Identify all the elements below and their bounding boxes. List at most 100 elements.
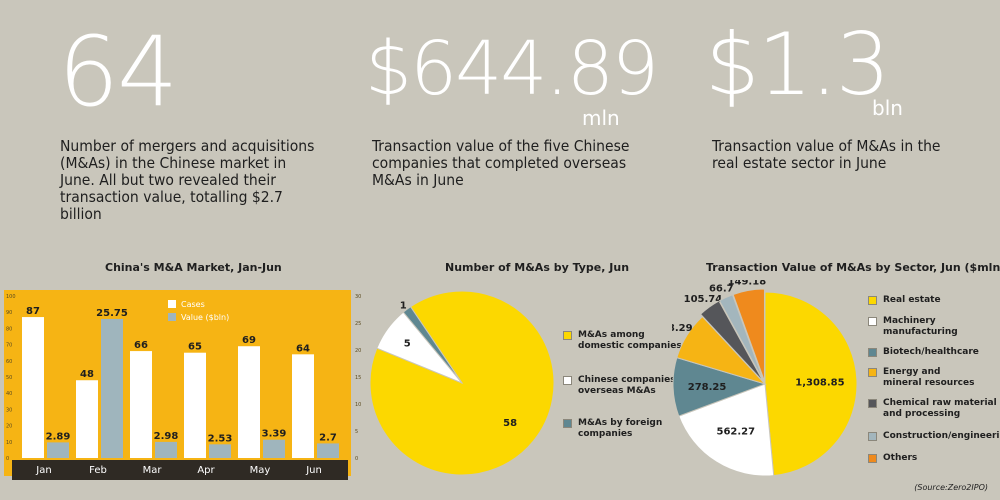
y-tick-left: 40 bbox=[6, 391, 12, 397]
pie-slice-label: 278.25 bbox=[688, 382, 727, 393]
stat-1-description: Number of mergers and acquisitions (M&As… bbox=[60, 138, 360, 223]
sector-pie-legend: Real estate Machinery manufacturing Biot… bbox=[868, 295, 1000, 470]
pie-slice-label: 1 bbox=[400, 301, 407, 312]
bar-label-cases: 64 bbox=[296, 343, 310, 354]
pie-slice-label: 1,308.85 bbox=[795, 377, 844, 388]
sector-pie-title: Transaction Value of M&As by Sector, Jun… bbox=[706, 261, 1000, 274]
legend-swatch-foreign bbox=[563, 419, 572, 428]
type-pie-legend: M&As among domestic companies Chinese co… bbox=[563, 330, 703, 450]
legend-label-chemical: Chemical raw material and processing bbox=[883, 398, 997, 420]
stat-1-description-line: transaction value, totalling $2.7 bbox=[60, 188, 283, 206]
type-pie-chart: 58 5 1 bbox=[369, 290, 555, 476]
stat-2-value: $644.89 bbox=[365, 26, 659, 112]
bar-chart-title: China's M&A Market, Jan-Jun bbox=[105, 261, 282, 274]
pie-slice-label: 149.18 bbox=[728, 280, 767, 288]
bar-cases bbox=[76, 380, 98, 458]
bar-label-cases: 87 bbox=[26, 306, 40, 317]
legend-label-value: Value ($bln) bbox=[181, 313, 229, 322]
bar-label-cases: 65 bbox=[188, 342, 202, 353]
stat-2-unit: mln bbox=[582, 106, 620, 130]
legend-label-real-estate: Real estate bbox=[883, 295, 941, 306]
legend-line: Chinese companies' bbox=[578, 375, 679, 385]
y-tick-left: 20 bbox=[6, 424, 12, 430]
bar-value bbox=[47, 442, 69, 458]
legend-label-construction: Construction/engineering bbox=[883, 431, 1000, 442]
pie-slice-label: 105.74 bbox=[684, 294, 723, 305]
legend-label-energy: Energy and mineral resources bbox=[883, 367, 974, 389]
x-category-label: Mar bbox=[143, 465, 163, 476]
stat-1-value: 64 bbox=[58, 16, 178, 128]
legend-swatch-cases bbox=[168, 300, 176, 308]
bar-chart: 0 10 20 30 40 50 60 70 80 90 100 0 5 10 15 20 25 30 87 2.… bbox=[4, 290, 361, 480]
sector-pie-chart: 1,308.85 562.27 278.25 228.29 105.7466.7149.… bbox=[672, 280, 858, 477]
legend-line: and processing bbox=[883, 409, 961, 419]
y-tick-left: 0 bbox=[6, 456, 9, 462]
legend-line: Chemical raw material bbox=[883, 398, 997, 408]
x-category-label: Apr bbox=[197, 465, 215, 476]
stat-3-description: Transaction value of M&As in the real es… bbox=[712, 138, 992, 172]
bar-cases bbox=[22, 317, 44, 458]
pie-slice bbox=[764, 291, 858, 477]
legend-line: Construction/engineering bbox=[883, 431, 1000, 441]
stat-3-description-line: Transaction value of M&As in the bbox=[712, 137, 941, 155]
bar-value bbox=[155, 441, 177, 458]
legend-line: Real estate bbox=[883, 295, 941, 305]
stat-3-unit: bln bbox=[872, 96, 903, 120]
legend-item-foreign: M&As by foreign companies bbox=[563, 418, 662, 440]
x-category-label: Feb bbox=[89, 465, 107, 476]
legend-item-machinery: Machinery manufacturing bbox=[868, 316, 958, 338]
y-tick-left: 60 bbox=[6, 359, 12, 365]
bar-cases bbox=[238, 346, 260, 458]
bar-cases bbox=[184, 352, 206, 458]
y-tick-right: 10 bbox=[355, 402, 361, 408]
stat-2-description-line: Transaction value of the five Chinese bbox=[372, 137, 630, 155]
legend-swatch-value bbox=[168, 313, 176, 321]
stat-3-description-line: real estate sector in June bbox=[712, 154, 887, 172]
legend-line: manufacturing bbox=[883, 327, 958, 337]
y-tick-right: 20 bbox=[355, 348, 361, 354]
stat-3-value: $1.3 bbox=[705, 15, 890, 115]
legend-swatch-overseas bbox=[563, 376, 572, 385]
y-tick-left: 80 bbox=[6, 326, 12, 332]
bar-label-value: 2.89 bbox=[46, 431, 71, 442]
bar-label-cases: 48 bbox=[80, 369, 94, 380]
pie-slice bbox=[402, 306, 463, 384]
legend-label-machinery: Machinery manufacturing bbox=[883, 316, 958, 338]
legend-item-real-estate: Real estate bbox=[868, 295, 941, 306]
legend-line: domestic companies bbox=[578, 341, 682, 351]
y-tick-right: 15 bbox=[355, 375, 361, 381]
legend-swatch-machinery bbox=[868, 317, 877, 326]
legend-item-overseas: Chinese companies' overseas M&As bbox=[563, 375, 678, 397]
x-category-label: Jan bbox=[35, 465, 51, 476]
legend-swatch-construction bbox=[868, 432, 877, 441]
pie-slice-label: 66.7 bbox=[709, 283, 734, 294]
y-tick-left: 90 bbox=[6, 310, 12, 316]
bar-label-value: 3.39 bbox=[262, 429, 287, 440]
legend-line: M&As among bbox=[578, 330, 645, 340]
type-pie-title: Number of M&As by Type, Jun bbox=[445, 261, 630, 274]
y-tick-right: 0 bbox=[355, 456, 358, 462]
legend-item-biotech: Biotech/healthcare bbox=[868, 347, 979, 358]
y-tick-left: 50 bbox=[6, 375, 12, 381]
pie-slice-label: 562.27 bbox=[717, 427, 756, 438]
pie-slice-label: 5 bbox=[404, 339, 411, 350]
pie-slice-label: 58 bbox=[503, 418, 517, 429]
bar-label-value: 25.75 bbox=[96, 308, 128, 319]
y-tick-left: 70 bbox=[6, 343, 12, 349]
y-tick-left: 100 bbox=[6, 294, 16, 300]
x-category-label: May bbox=[250, 465, 271, 476]
bar-label-value: 2.98 bbox=[154, 431, 179, 442]
y-tick-right: 5 bbox=[355, 429, 358, 435]
stat-1-description-line: Number of mergers and acquisitions bbox=[60, 137, 315, 155]
legend-line: companies bbox=[578, 429, 633, 439]
x-category-label: Jun bbox=[305, 465, 322, 476]
stat-2-description-line: companies that completed overseas bbox=[372, 154, 627, 172]
legend-swatch-real-estate bbox=[868, 296, 877, 305]
legend-label-others: Others bbox=[883, 453, 917, 464]
legend-line: M&As by foreign bbox=[578, 418, 663, 428]
legend-label-cases: Cases bbox=[181, 300, 205, 309]
legend-line: Energy and bbox=[883, 367, 941, 377]
bar-value bbox=[101, 318, 123, 458]
y-tick-right: 25 bbox=[355, 321, 361, 327]
legend-line: Machinery bbox=[883, 316, 936, 326]
